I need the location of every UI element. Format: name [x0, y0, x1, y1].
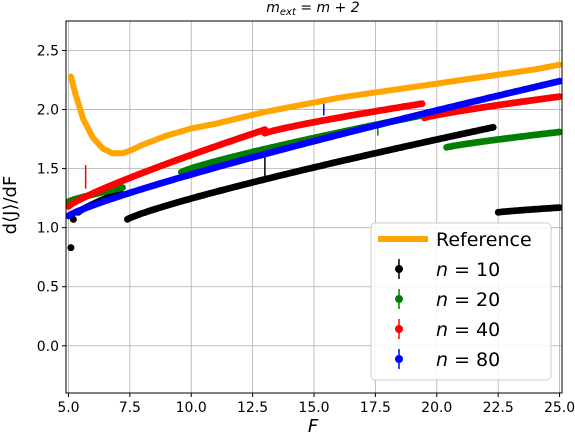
y-tick-label: 2.5 [37, 44, 59, 60]
x-tick-label: 17.5 [360, 400, 391, 416]
x-tick-label: 15.0 [298, 400, 329, 416]
legend-marker-n-40 [395, 325, 403, 333]
data-point [556, 93, 562, 100]
legend-label-reference: Reference [436, 229, 532, 251]
title-m: m [266, 0, 280, 16]
title-ext: ext [280, 7, 297, 18]
y-axis-label: d⟨J⟩/dF [0, 176, 21, 235]
title-rest: = m + 2 [296, 0, 360, 16]
plot-data [66, 61, 562, 252]
chart-title: mext = m + 2 [266, 0, 360, 18]
x-tick-label: 20.0 [421, 400, 452, 416]
series-n-80 [66, 77, 562, 220]
legend-marker-n-10 [395, 265, 403, 273]
x-tick-label: 22.5 [483, 400, 514, 416]
legend-marker-n-20 [395, 295, 403, 303]
legend-label-n-80: n = 80 [436, 349, 500, 371]
data-point [556, 204, 562, 211]
legend-marker-n-80 [395, 355, 403, 363]
legend: Reference n = 10 n = 20 n = 40 n = 80 [370, 222, 552, 381]
series-reference [67, 61, 562, 157]
data-point [556, 77, 562, 85]
data-point [119, 184, 126, 191]
y-tick-label: 0.0 [37, 339, 59, 355]
reference-line [67, 61, 562, 157]
y-tick-label: 1.0 [37, 221, 59, 237]
data-point [418, 100, 426, 108]
data-point [67, 244, 75, 252]
x-tick-label: 7.5 [119, 400, 141, 416]
x-axis-label: F [308, 416, 319, 436]
x-tick-label: 10.0 [176, 400, 207, 416]
data-point [489, 123, 497, 131]
y-tick-label: 0.5 [37, 280, 59, 296]
data-point [556, 128, 562, 136]
x-tick-label: 5.0 [57, 400, 79, 416]
y-tick-label: 2.0 [37, 103, 59, 119]
x-tick-label: 12.5 [237, 400, 268, 416]
legend-box [370, 222, 552, 381]
series-n-10 [67, 123, 562, 252]
legend-label-n-20: n = 20 [436, 289, 500, 311]
legend-label-n-10: n = 10 [436, 259, 500, 281]
legend-label-n-40: n = 40 [436, 319, 500, 341]
y-tick-label: 1.5 [37, 162, 59, 178]
x-tick-label: 25.0 [544, 400, 575, 416]
axis-ticks: 5.0 7.5 10.0 12.5 15.0 17.5 20.0 22.5 25.0 0.0 0.5… [37, 44, 575, 416]
